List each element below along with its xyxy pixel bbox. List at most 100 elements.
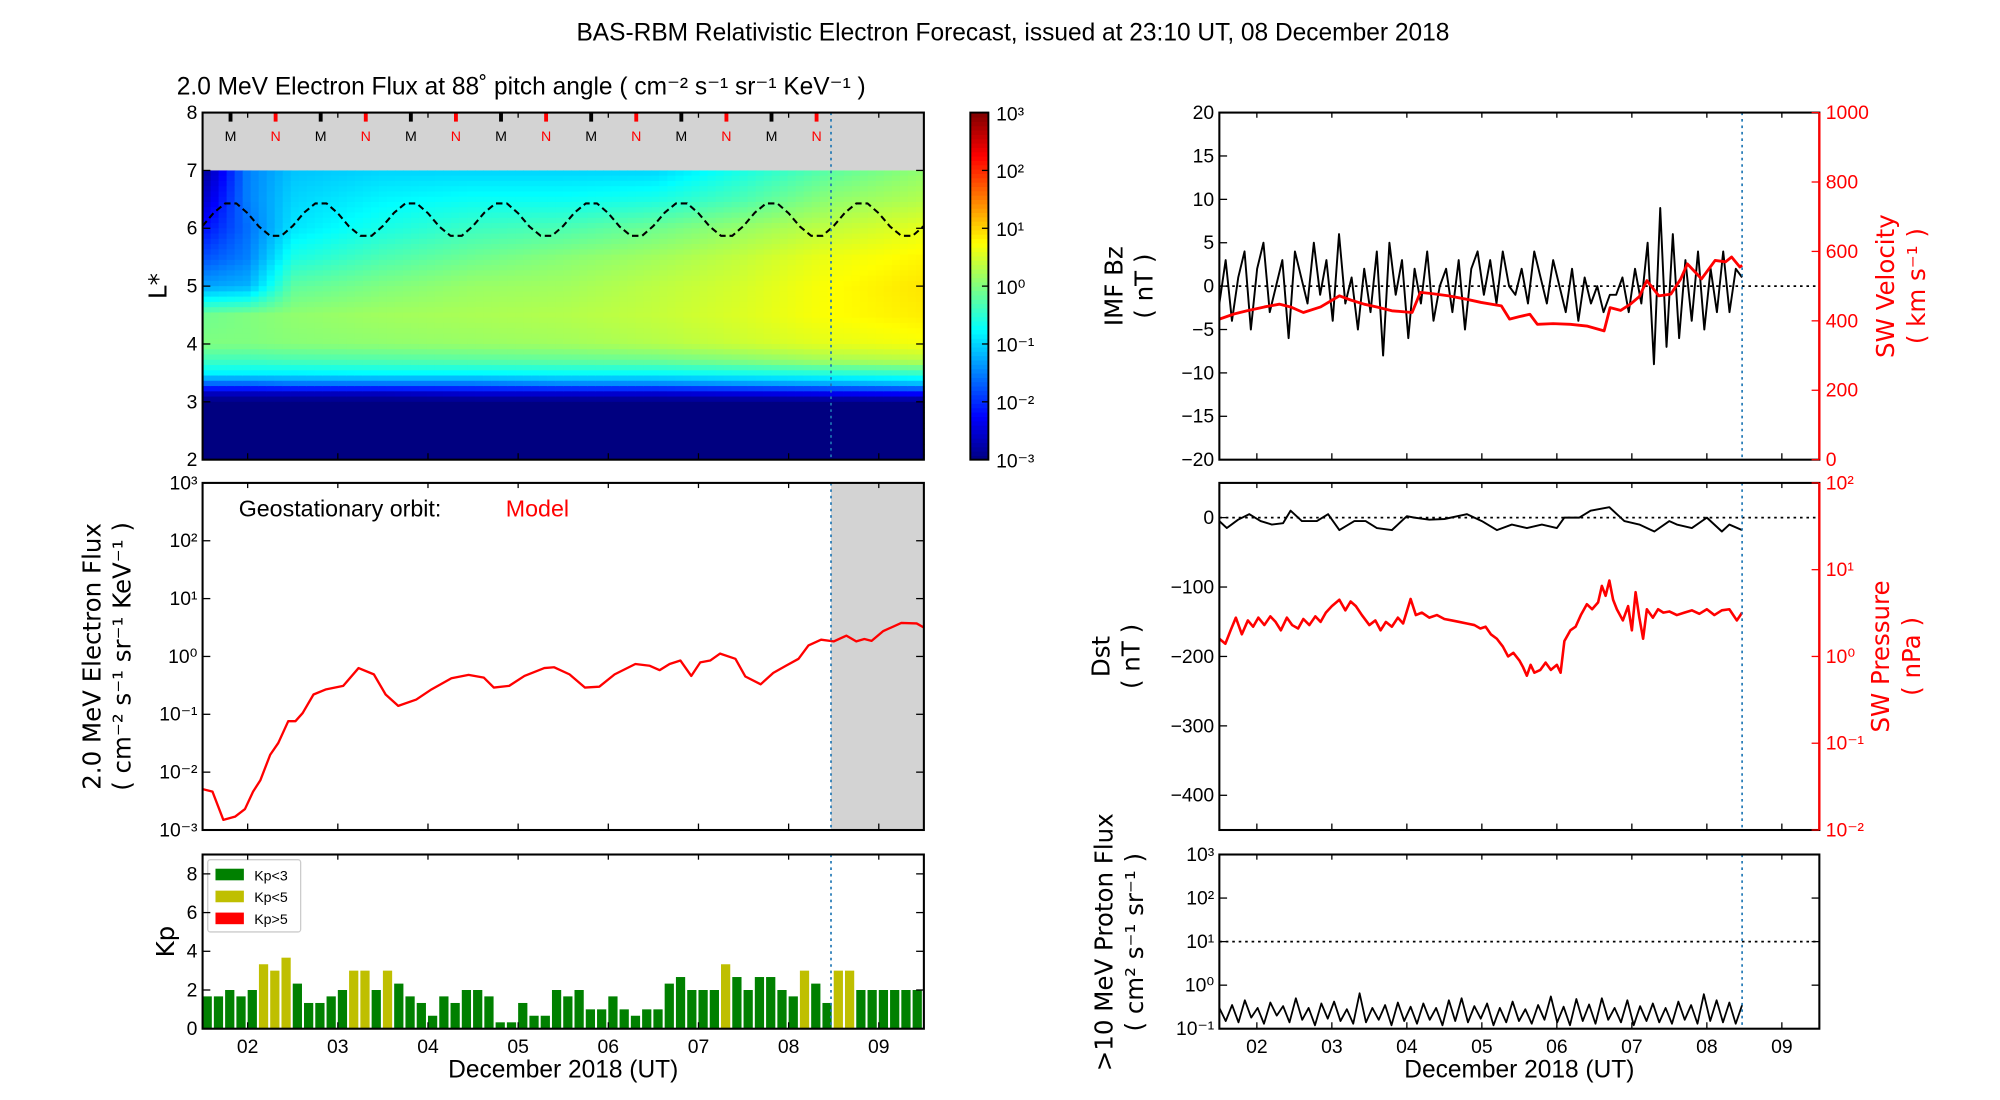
heatmap-cell: [603, 207, 613, 214]
heatmap-cell: [843, 401, 853, 408]
heatmap-cell: [314, 207, 324, 214]
heatmap-cell: [378, 191, 388, 198]
heatmap-cell: [643, 233, 653, 240]
heatmap-cell: [467, 343, 476, 351]
heatmap-cell: [883, 175, 893, 182]
heatmap-cell: [603, 328, 613, 335]
heatmap-cell: [627, 454, 637, 461]
heatmap-cell: [651, 249, 661, 256]
heatmap-cell: [875, 265, 885, 272]
heatmap-cell: [851, 175, 861, 182]
heatmap-cell: [258, 412, 268, 419]
heatmap-cell: [250, 317, 260, 324]
heatmap-cell: [859, 254, 869, 261]
heatmap-cell: [322, 296, 332, 303]
heatmap-cell: [859, 312, 869, 319]
heatmap-cell: [491, 170, 500, 177]
heatmap-cell: [563, 265, 573, 272]
heatmap-cell: [819, 333, 829, 340]
heatmap-cell: [258, 349, 268, 356]
heatmap-cell: [643, 280, 653, 287]
heatmap-cell: [659, 407, 669, 414]
heatmap-cell: [547, 296, 556, 303]
heatmap-cell: [354, 223, 364, 230]
heatmap-cell: [282, 386, 292, 393]
heatmap-cell: [763, 175, 773, 182]
heatmap-cell: [322, 259, 332, 266]
heatmap-cell: [739, 186, 749, 193]
heatmap-cell: [667, 317, 677, 324]
heatmap-cell: [587, 207, 597, 214]
heatmap-cell: [619, 259, 629, 266]
heatmap-cell: [907, 365, 917, 372]
heatmap-cell: [651, 307, 661, 314]
heatmap-cell: [338, 186, 348, 193]
heatmap-cell: [531, 443, 540, 450]
heatmap-cell: [691, 317, 701, 324]
heatmap-cell: [443, 312, 452, 319]
heatmap-cell: [258, 312, 268, 319]
heatmap-cell: [483, 333, 492, 340]
heatmap-cell: [346, 223, 356, 230]
heatmap-cell: [675, 428, 685, 435]
heatmap-cell: [691, 333, 701, 340]
heatmap-cell: [443, 186, 452, 193]
heatmap-cell: [643, 428, 653, 435]
heatmap-cell: [659, 338, 669, 345]
heatmap-cell: [747, 275, 757, 282]
heatmap-cell: [891, 407, 901, 414]
heatmap-cell: [659, 307, 669, 314]
heatmap-cell: [306, 296, 316, 303]
heatmap-cell: [418, 233, 428, 240]
heatmap-cell: [250, 180, 260, 187]
heatmap-cell: [603, 343, 613, 351]
heatmap-cell: [346, 338, 356, 345]
heatmap-cell: [627, 343, 637, 351]
heatmap-cell: [507, 212, 516, 219]
heatmap-cell: [394, 286, 404, 293]
heatmap-cell: [907, 286, 917, 293]
heatmap-cell: [330, 343, 340, 351]
heatmap-cell: [491, 296, 500, 303]
heatmap-cell: [410, 343, 420, 351]
heatmap-cell: [771, 401, 781, 408]
heatmap-cell: [523, 238, 532, 245]
heatmap-cell: [539, 333, 548, 340]
heatmap-cell: [755, 380, 765, 387]
heatmap-cell: [795, 428, 805, 435]
heatmap-cell: [475, 301, 484, 308]
heatmap-cell: [715, 307, 725, 314]
heatmap-cell: [699, 391, 709, 398]
heatmap-cell: [314, 265, 324, 272]
heatmap-cell: [410, 217, 420, 224]
heatmap-cell: [715, 170, 725, 177]
heatmap-cell: [531, 254, 540, 261]
heatmap-cell: [803, 396, 813, 403]
heatmap-cell: [787, 365, 797, 372]
heatmap-cell: [787, 407, 797, 414]
heatmap-cell: [410, 407, 420, 414]
heatmap-cell: [258, 428, 268, 435]
heatmap-cell: [386, 291, 396, 298]
heatmap-cell: [731, 412, 741, 419]
heatmap-cell: [651, 312, 661, 319]
heatmap-cell: [875, 407, 885, 414]
heatmap-cell: [875, 259, 885, 266]
heatmap-cell: [595, 386, 605, 393]
heatmap-cell: [378, 380, 388, 387]
heatmap-cell: [539, 223, 548, 230]
heatmap-cell: [402, 433, 412, 440]
heatmap-cell: [210, 217, 220, 224]
heatmap-cell: [915, 380, 925, 387]
heatmap-cell: [370, 417, 380, 424]
heatmap-cell: [210, 280, 220, 287]
heatmap-cell: [739, 338, 749, 345]
heatmap-cell: [715, 412, 725, 419]
heatmap-cell: [491, 417, 500, 424]
heatmap-cell: [843, 454, 853, 461]
heatmap-cell: [250, 291, 260, 298]
heatmap-cell: [619, 380, 629, 387]
heatmap-cell: [234, 322, 244, 329]
heatmap-cell: [595, 359, 605, 366]
heatmap-cell: [547, 349, 556, 356]
